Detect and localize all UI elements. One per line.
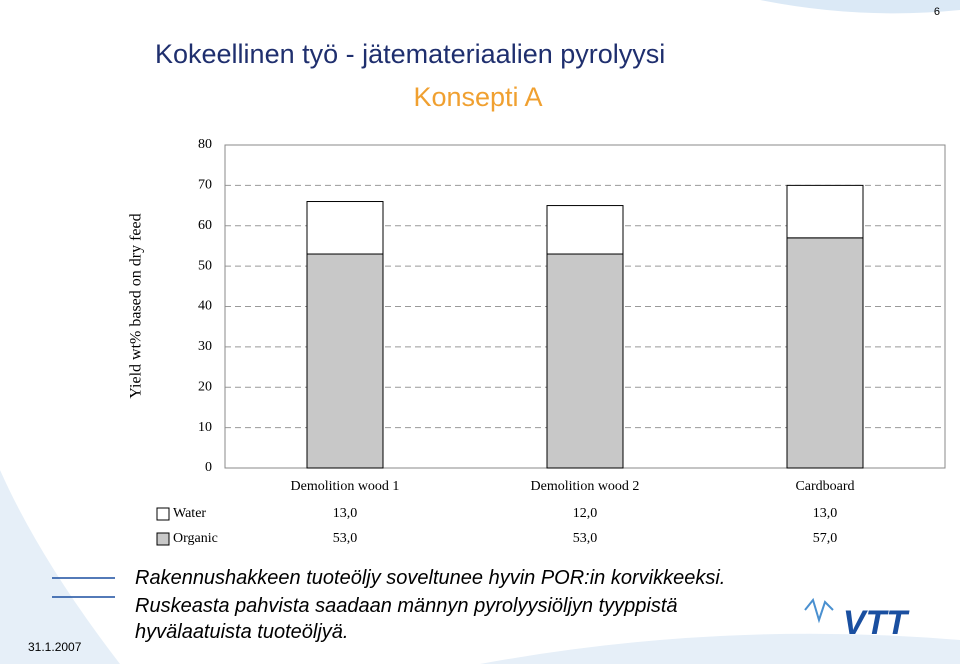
bar-segment (546, 253, 624, 469)
table-value: 53,0 (333, 531, 358, 546)
bar-segment (786, 184, 864, 239)
y-tick-label: 40 (198, 299, 212, 314)
x-tick-label: Demolition wood 2 (531, 479, 640, 494)
decoration (480, 633, 960, 664)
bar-segment (306, 253, 384, 469)
y-tick-label: 20 (198, 379, 212, 394)
chart-title: Kokeellinen työ - jätemateriaalien pyrol… (155, 39, 665, 69)
logo: VTT (843, 604, 910, 642)
table-value: 13,0 (813, 506, 838, 521)
page-number: 6 (934, 6, 940, 18)
legend-swatch (156, 532, 170, 546)
legend-label: Water (173, 506, 206, 521)
table-value: 13,0 (333, 506, 358, 521)
table-value: 57,0 (813, 531, 838, 546)
x-tick-label: Cardboard (795, 479, 854, 494)
logo-mark (804, 597, 834, 624)
decoration (760, 0, 960, 14)
date: 31.1.2007 (28, 640, 82, 654)
y-tick-label: 10 (198, 420, 212, 435)
y-tick-label: 60 (198, 218, 212, 233)
chart-subtitle: Konsepti A (413, 82, 542, 112)
y-tick-label: 70 (198, 178, 212, 193)
legend-swatch (156, 507, 170, 521)
y-tick-label: 80 (198, 137, 212, 152)
table-value: 53,0 (573, 531, 598, 546)
bar-segment (786, 237, 864, 469)
note: Rakennushakkeen tuoteöljy soveltunee hyv… (135, 567, 726, 589)
y-tick-label: 50 (198, 258, 212, 273)
y-tick-label: 0 (205, 460, 212, 475)
decoration (0, 470, 120, 664)
legend-label: Organic (173, 531, 218, 546)
y-tick-label: 30 (198, 339, 212, 354)
note: Ruskeasta pahvista saadaan männyn pyroly… (135, 595, 678, 643)
y-axis-label: Yield wt% based on dry feed (128, 213, 145, 398)
bar-segment (306, 201, 384, 255)
table-value: 12,0 (573, 506, 598, 521)
bar-segment (546, 205, 624, 255)
x-tick-label: Demolition wood 1 (291, 479, 400, 494)
